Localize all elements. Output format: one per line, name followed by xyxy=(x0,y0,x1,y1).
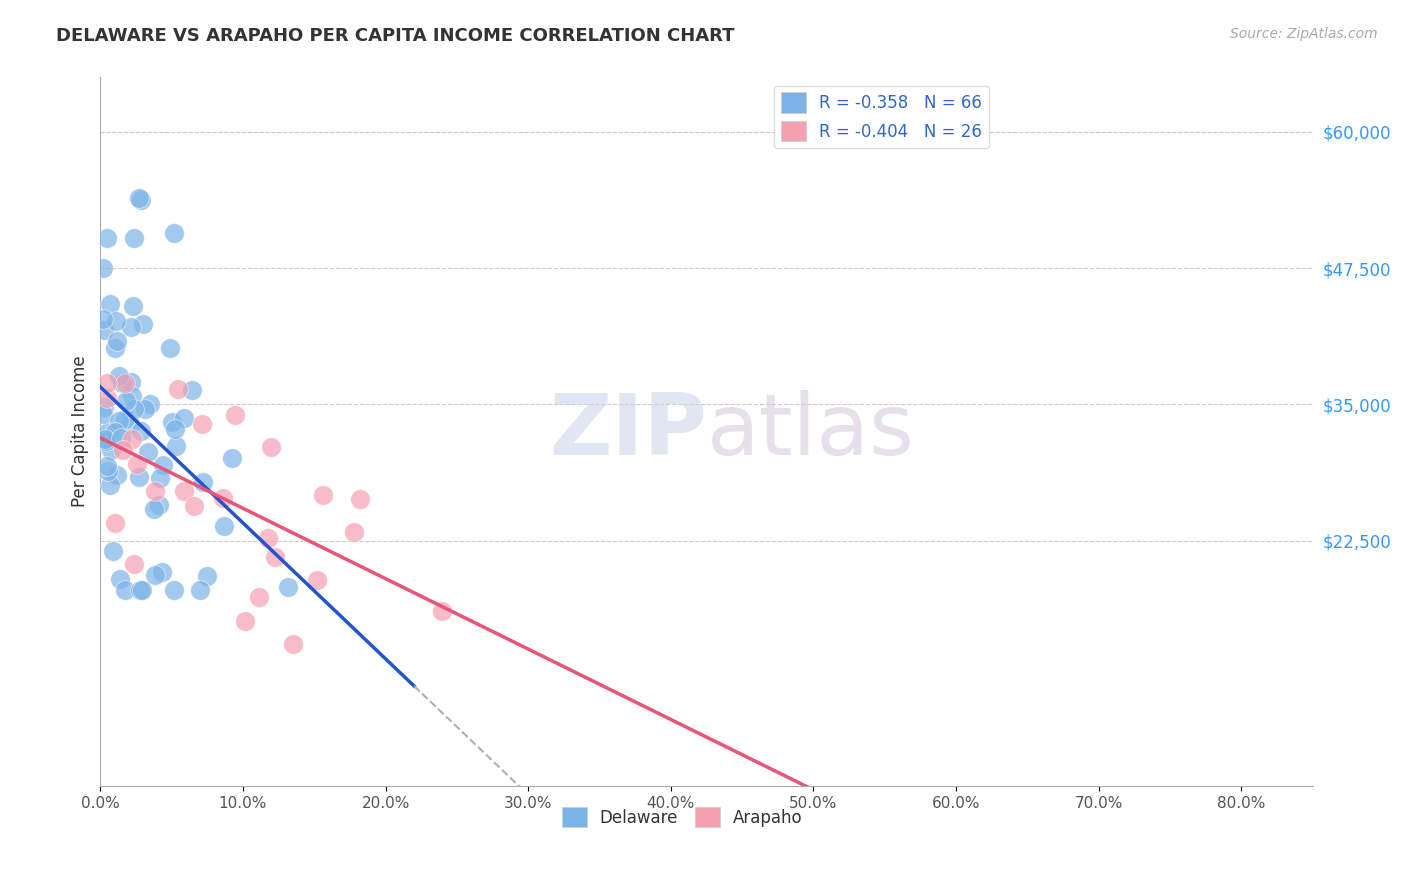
Point xyxy=(136,445,159,459)
Point xyxy=(120,320,142,334)
Point xyxy=(212,518,235,533)
Point xyxy=(93,432,115,446)
Point xyxy=(183,499,205,513)
Point xyxy=(165,439,187,453)
Point xyxy=(247,590,270,604)
Point xyxy=(96,391,118,405)
Point xyxy=(111,442,134,457)
Text: DELAWARE VS ARAPAHO PER CAPITA INCOME CORRELATION CHART: DELAWARE VS ARAPAHO PER CAPITA INCOME CO… xyxy=(56,27,735,45)
Point xyxy=(312,488,335,502)
Point xyxy=(110,572,132,586)
Point xyxy=(139,397,162,411)
Point xyxy=(120,375,142,389)
Point xyxy=(100,442,122,457)
Point xyxy=(97,425,120,439)
Point xyxy=(233,614,256,628)
Point xyxy=(128,582,150,597)
Point xyxy=(132,317,155,331)
Point xyxy=(166,382,188,396)
Point xyxy=(148,498,170,512)
Point xyxy=(108,414,131,428)
Point xyxy=(343,525,366,540)
Point xyxy=(173,483,195,498)
Point xyxy=(129,193,152,207)
Point xyxy=(191,475,214,489)
Point xyxy=(165,422,187,436)
Point xyxy=(211,491,233,506)
Point xyxy=(188,582,211,597)
Point xyxy=(131,424,153,438)
Point xyxy=(150,566,173,580)
Point xyxy=(259,440,281,454)
Point xyxy=(163,226,186,240)
Point xyxy=(181,384,204,398)
Point xyxy=(114,582,136,597)
Y-axis label: Per Capita Income: Per Capita Income xyxy=(72,356,89,508)
Legend: Delaware, Arapaho: Delaware, Arapaho xyxy=(555,800,810,834)
Point xyxy=(190,417,212,431)
Point xyxy=(122,231,145,245)
Point xyxy=(257,532,280,546)
Point xyxy=(122,557,145,571)
Point xyxy=(108,369,131,384)
Point xyxy=(91,312,114,326)
Point xyxy=(97,464,120,478)
Text: ZIP: ZIP xyxy=(548,390,706,473)
Point xyxy=(93,400,115,414)
Point xyxy=(128,191,150,205)
Point xyxy=(96,376,118,390)
Point xyxy=(224,408,246,422)
Point xyxy=(105,334,128,349)
Text: atlas: atlas xyxy=(706,390,914,473)
Point xyxy=(118,417,141,431)
Point xyxy=(160,415,183,429)
Point xyxy=(91,260,114,275)
Point xyxy=(111,376,134,390)
Point xyxy=(115,393,138,408)
Text: Source: ZipAtlas.com: Source: ZipAtlas.com xyxy=(1230,27,1378,41)
Point xyxy=(149,471,172,485)
Point xyxy=(430,603,453,617)
Point xyxy=(98,297,121,311)
Point xyxy=(152,458,174,473)
Point xyxy=(96,231,118,245)
Point xyxy=(305,573,328,587)
Point xyxy=(173,410,195,425)
Point xyxy=(122,299,145,313)
Point xyxy=(134,402,156,417)
Point xyxy=(277,580,299,594)
Point xyxy=(143,568,166,582)
Point xyxy=(221,450,243,465)
Point xyxy=(263,549,285,564)
Point xyxy=(104,314,127,328)
Point xyxy=(104,425,127,439)
Point xyxy=(94,434,117,448)
Point xyxy=(143,483,166,498)
Point xyxy=(101,543,124,558)
Point xyxy=(114,376,136,390)
Point xyxy=(349,492,371,507)
Point xyxy=(121,389,143,403)
Point xyxy=(104,341,127,355)
Point xyxy=(98,477,121,491)
Point xyxy=(105,467,128,482)
Point xyxy=(91,408,114,422)
Point xyxy=(195,568,218,582)
Point xyxy=(110,431,132,445)
Point xyxy=(143,502,166,516)
Point xyxy=(131,582,153,597)
Point xyxy=(96,458,118,473)
Point xyxy=(159,342,181,356)
Point xyxy=(128,470,150,484)
Point xyxy=(103,516,125,530)
Point xyxy=(124,402,146,417)
Point xyxy=(162,582,184,597)
Point xyxy=(91,434,114,448)
Point xyxy=(283,637,305,651)
Point xyxy=(125,457,148,471)
Point xyxy=(93,323,115,337)
Point xyxy=(121,432,143,446)
Point xyxy=(114,412,136,426)
